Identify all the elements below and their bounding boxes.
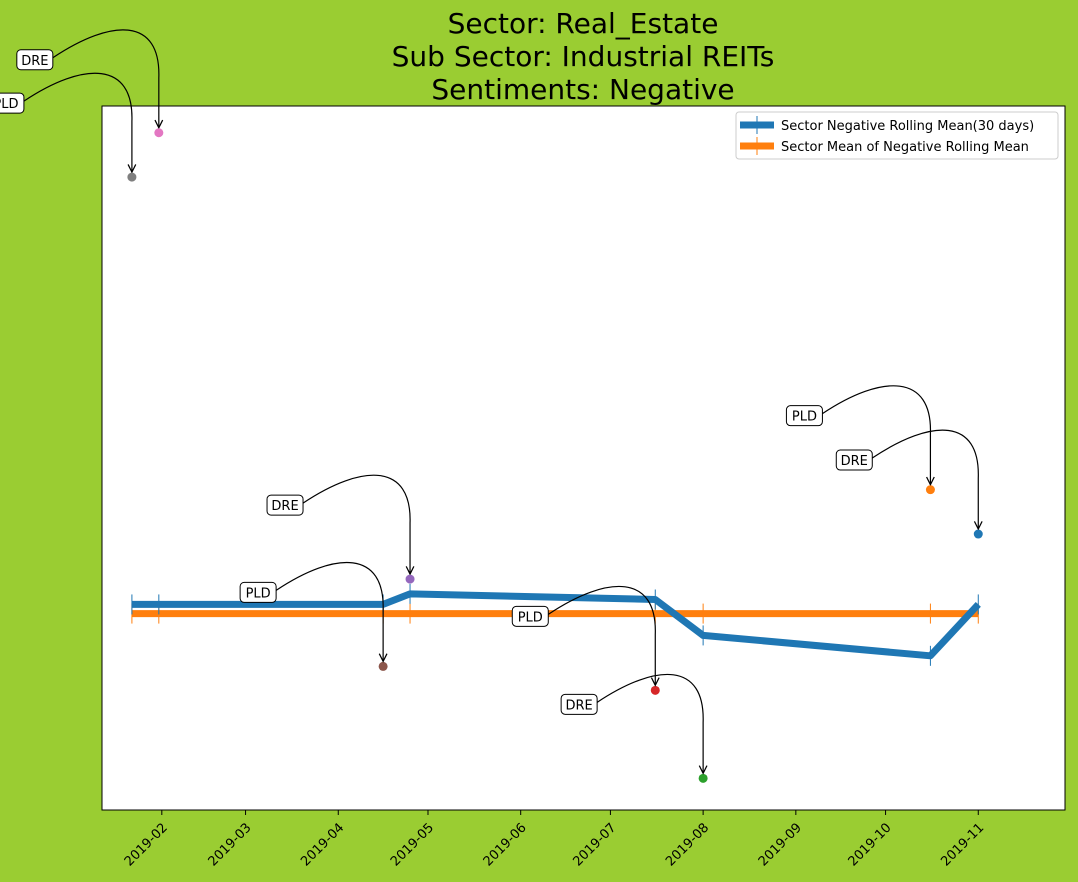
data-point [698,773,708,783]
annotation-arrow [596,673,703,773]
annotation: PLD [239,561,383,662]
data-point [127,172,137,182]
annotation-box [266,494,304,516]
annotation-arrow [822,385,930,485]
annotation-arrow [275,561,383,662]
plot-area [101,105,1066,811]
annotation-box [785,405,823,427]
annotation-arrow [871,429,978,529]
x-tick-label: 2019-09 [756,820,805,869]
data-point [154,128,164,138]
annotation-label: PLD [0,97,18,112]
x-tick-label: 2019-10 [846,820,895,869]
annotation: DRE [835,429,978,529]
annotation-box [835,449,873,471]
annotation-box [560,693,598,715]
annotations-layer: PLD DRE PLD DRE PLD DRE PLD DRE [0,29,978,773]
annotation-arrow [52,29,159,128]
chart-title: Sector: Real_Estate Sub Sector: Industri… [392,7,775,106]
x-tick-label: 2019-05 [388,820,437,869]
annotation-label: DRE [841,454,868,469]
legend-box [735,111,1059,160]
title-line-2: Sub Sector: Industrial REITs [392,40,775,73]
annotation: DRE [16,29,159,128]
annotation-arrow [302,474,410,574]
annotation: PLD [511,585,655,685]
title-line-3: Sentiments: Negative [431,73,734,106]
x-tick-label: 2019-08 [663,820,712,869]
annotation-box [0,92,25,114]
annotation-arrow [23,72,132,172]
annotation-arrow [547,585,655,685]
annotation-label: DRE [565,698,592,713]
annotation-label: PLD [518,610,543,625]
annotation-box [16,49,54,71]
data-point [405,574,415,584]
points-layer [127,128,983,783]
x-tick-label: 2019-07 [570,820,619,869]
annotation-box [239,581,277,603]
data-point [378,661,388,671]
x-tick-label: 2019-04 [298,820,347,869]
data-point [973,529,983,539]
annotation-label: PLD [792,410,817,425]
x-tick-label: 2019-06 [481,820,530,869]
annotation-label: DRE [271,499,298,514]
annotation-box [511,605,549,627]
annotation: PLD [785,385,930,485]
x-axis: 2019-02 2019-03 2019-04 2019-05 2019-06 2019-… [122,810,987,869]
annotation-label: PLD [246,586,271,601]
x-tick-label: 2019-11 [938,820,987,869]
x-tick-label: 2019-03 [206,820,255,869]
legend: Sector Negative Rolling Mean(30 days) Sec… [735,111,1059,160]
data-point [650,685,660,695]
annotation-label: DRE [21,54,48,69]
legend-label: Sector Negative Rolling Mean(30 days) [781,119,1034,134]
annotation: PLD [0,72,132,172]
legend-label: Sector Mean of Negative Rolling Mean [781,140,1029,155]
title-line-1: Sector: Real_Estate [448,7,719,40]
x-tick-label: 2019-02 [122,820,171,869]
annotation: DRE [266,474,410,574]
data-point [925,485,935,495]
annotation: DRE [560,673,703,773]
series-line-0 [131,590,981,660]
